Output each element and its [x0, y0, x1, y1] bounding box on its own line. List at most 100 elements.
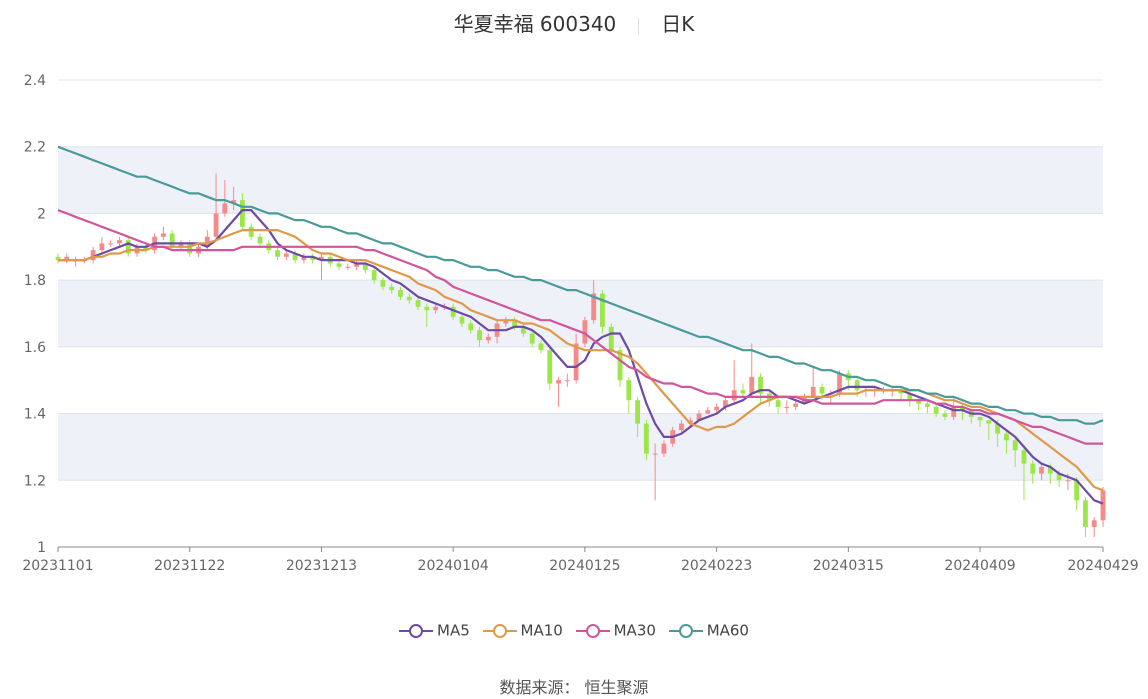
y-tick-label: 2: [37, 206, 46, 222]
ma5-legend-icon: [399, 623, 433, 638]
candle-body: [749, 376, 755, 394]
x-tick-label: 20231122: [154, 558, 225, 574]
legend-item-ma5[interactable]: MA5: [399, 621, 470, 640]
chart-title: 华夏幸福 600340 日K: [0, 8, 1148, 37]
y-tick-label: 1.8: [24, 273, 46, 289]
x-tick-label: 20240409: [944, 558, 1015, 574]
candle-body: [1039, 466, 1044, 474]
candle-body: [1003, 433, 1009, 441]
candle-body: [898, 390, 904, 394]
legend-item-ma60[interactable]: MA60: [668, 621, 749, 640]
candle-body: [398, 290, 403, 297]
candle-body: [916, 400, 922, 404]
x-tick-label: 20240429: [1067, 558, 1138, 574]
candle-body: [608, 326, 614, 351]
candle-body: [239, 200, 245, 227]
candle-body: [459, 316, 465, 324]
candle-body: [415, 300, 421, 307]
candle-body: [257, 236, 263, 244]
candle-body: [160, 233, 166, 237]
y-tick-label: 1.4: [24, 407, 46, 423]
candle-body: [477, 330, 482, 341]
candle-body: [406, 296, 412, 301]
candle-body: [55, 256, 61, 261]
candle-body: [740, 390, 746, 394]
candle-body: [345, 266, 351, 268]
legend-item-ma30[interactable]: MA30: [575, 621, 656, 640]
candle-body: [1083, 500, 1088, 527]
candle-body: [468, 323, 474, 331]
candle-body: [310, 256, 316, 261]
candle-body: [810, 386, 816, 397]
candle-body: [722, 400, 728, 407]
x-tick-label: 20240104: [418, 558, 489, 574]
y-tick-label: 2.4: [24, 73, 46, 89]
candle-body: [661, 443, 667, 454]
candle-body: [178, 243, 184, 247]
ma60-line: [57, 145, 1104, 425]
grid-band: [58, 280, 1103, 347]
candle-body: [187, 243, 193, 254]
legend-item-ma10[interactable]: MA10: [482, 621, 563, 640]
candle-body: [108, 243, 114, 245]
grid-band: [58, 413, 1103, 481]
candle-body: [907, 393, 913, 401]
x-tick-label: 20240125: [549, 558, 620, 574]
legend-label-ma10: MA10: [520, 621, 563, 640]
candle-body: [1030, 463, 1036, 474]
candle-body: [503, 320, 509, 324]
candle-body: [977, 416, 983, 421]
candle-body: [819, 386, 825, 394]
candle-body: [643, 423, 649, 454]
candle-body: [538, 343, 544, 351]
y-tick-label: 1: [37, 540, 46, 556]
candle-body: [600, 293, 605, 327]
candle-body: [582, 320, 588, 344]
candle-body: [696, 413, 702, 421]
candle-body: [389, 286, 395, 291]
candle-body: [705, 410, 711, 414]
candle-body: [1012, 440, 1018, 451]
candle-body: [986, 420, 992, 424]
candle-body: [336, 263, 342, 267]
title-divider: [638, 17, 640, 34]
candle-body: [1074, 480, 1080, 501]
candle-body: [292, 253, 298, 261]
candle-body: [1065, 480, 1071, 482]
candle-body: [485, 336, 491, 341]
data-source: 数据来源： 恒生聚源: [499, 678, 649, 697]
candle-body: [837, 373, 842, 394]
y-tick-label: 1.2: [24, 473, 46, 489]
period-label: 日K: [661, 12, 695, 36]
candle-body: [1047, 466, 1053, 474]
candle-body: [942, 413, 948, 417]
candle-body: [679, 423, 684, 431]
candle-body: [512, 320, 518, 327]
candle-body: [556, 380, 561, 384]
candle-body: [951, 406, 957, 417]
y-tick-label: 2.2: [24, 140, 46, 156]
candle-body: [424, 306, 430, 311]
candle-body: [231, 200, 237, 204]
candle-body: [1100, 490, 1106, 521]
candle-body: [995, 423, 1001, 434]
ma10-legend-icon: [482, 623, 517, 638]
candle-body: [143, 246, 149, 251]
legend-label-ma30: MA30: [613, 621, 656, 640]
candle-body: [301, 256, 307, 261]
ma30-line: [57, 209, 1103, 445]
candle-body: [775, 400, 781, 407]
candle-body: [450, 306, 456, 317]
x-tick-label: 20231213: [286, 558, 357, 574]
candle-body: [617, 350, 623, 381]
candle-body: [564, 380, 570, 382]
candle-body: [169, 233, 175, 247]
candle-body: [547, 350, 553, 384]
candle-body: [626, 380, 632, 401]
candle-body: [222, 203, 228, 214]
candle-body: [64, 256, 70, 261]
x-tick-label: 20240315: [813, 558, 884, 574]
candle-body: [784, 406, 790, 408]
y-tick-label: 1.6: [24, 340, 46, 356]
